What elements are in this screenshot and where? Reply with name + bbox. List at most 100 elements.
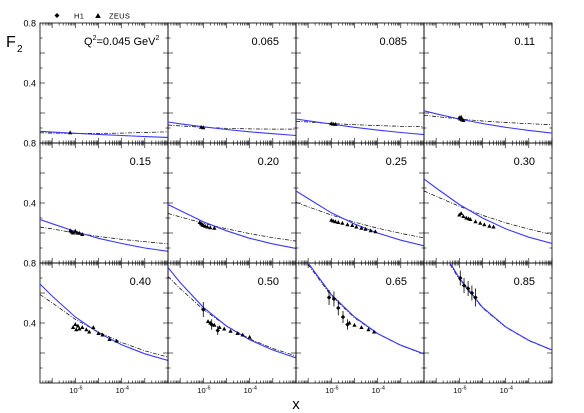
x-tick-label-base: 10 [116, 386, 124, 395]
h1-point [469, 290, 475, 296]
zeus-point [363, 226, 368, 231]
zeus-point [96, 331, 101, 335]
panel-label: 0.15 [130, 156, 151, 168]
zeus-point [345, 222, 350, 227]
zeus-point [77, 326, 82, 331]
h1-point [209, 322, 214, 327]
solid-curve [307, 263, 424, 355]
y-ticks [296, 157, 424, 249]
dash-dot-curve [40, 294, 168, 358]
panel-label: 0.65 [386, 276, 407, 288]
zeus-point [91, 325, 96, 329]
solid-curve [40, 283, 168, 362]
panel-plot-area [424, 110, 552, 134]
x-tick-label-exp: -4 [380, 386, 385, 392]
panel-label-q: Q [84, 36, 93, 48]
zeus-point [461, 118, 466, 122]
h1-point [215, 328, 220, 333]
y-tick-labels: 0.8 0.4 0.8 0.4 0.8 0.4 [23, 19, 36, 329]
solid-curve [424, 178, 552, 245]
panel-3: 0.085 [295, 22, 425, 144]
panel-label: 0.85 [514, 276, 535, 288]
zeus-point [100, 332, 105, 337]
dash-dot-curve [40, 131, 168, 134]
zeus-point [482, 222, 487, 227]
y-tick-label: 0.4 [23, 319, 36, 329]
panel-plot-area [40, 130, 168, 138]
x-tick-label-exp: -6 [78, 386, 83, 392]
h1-point [336, 305, 341, 311]
legend-h1-label: H1 [74, 12, 84, 21]
x-tick-label: 10-4 [116, 386, 129, 396]
panel-label-unit-sup: 2 [156, 35, 160, 42]
zeus-point [350, 223, 355, 227]
y-tick-label: 0.8 [23, 259, 36, 269]
x-tick-label-exp: -6 [334, 386, 339, 392]
x-ticks [167, 23, 297, 143]
dash-dot-curve [168, 124, 296, 130]
zeus-point [366, 327, 371, 332]
panel-label-sup: 2 [93, 35, 97, 42]
zeus-point [87, 329, 92, 334]
zeus-point [212, 225, 217, 230]
x-ticks [423, 23, 553, 143]
h1-point [340, 314, 346, 320]
h1-point [331, 296, 337, 302]
zeus-point [205, 319, 211, 323]
x-ticks [423, 263, 553, 383]
y-ticks [168, 157, 296, 249]
dash-dot-curve [449, 264, 552, 351]
panel-plot-area [168, 121, 296, 137]
zeus-point [354, 224, 359, 229]
zeus-point [487, 223, 492, 228]
y-tick-label: 0.4 [23, 199, 36, 209]
panel-8: 0.30 [423, 142, 553, 264]
zeus-point [235, 331, 240, 335]
panel-label: 0.11 [514, 36, 535, 48]
y-axis-title: F 2 [6, 34, 23, 55]
h1-point [465, 286, 471, 291]
dash-dot-curve [168, 276, 296, 357]
x-tick-label: 10-6 [453, 386, 466, 396]
x-tick-label: 10-6 [69, 386, 82, 396]
zeus-point [368, 228, 373, 233]
dash-dot-curve [168, 213, 296, 242]
panel-12: 0.85 [423, 262, 553, 384]
panel-9: 0.40 [39, 262, 169, 384]
y-ticks [40, 37, 168, 129]
h1-point [201, 307, 206, 312]
zeus-point [217, 325, 222, 329]
zeus-point [203, 223, 208, 228]
zeus-point [77, 230, 82, 235]
x-tick-label-exp: -4 [124, 386, 129, 392]
panel-11: 0.65 [295, 262, 425, 384]
h1-point [345, 322, 350, 327]
solid-curve [168, 121, 296, 137]
y-ticks [296, 277, 424, 369]
zeus-point [373, 229, 378, 234]
panel-4: 0.11 [423, 22, 553, 144]
y-tick-label: 0.8 [23, 19, 36, 29]
panel-label: 0.50 [258, 276, 279, 288]
panel-label: Q2=0.045 GeV2 [84, 35, 160, 48]
zeus-point [371, 329, 377, 334]
x-ticks [39, 263, 169, 383]
y-axis-title-main: F [6, 34, 16, 51]
x-tick-label-base: 10 [244, 386, 252, 395]
x-tick-labels: 10-6 10-4 10-6 10-4 10-6 10-4 10-6 10-4 [69, 386, 513, 396]
zeus-point [73, 228, 78, 233]
panel-7: 0.25 [295, 142, 425, 264]
dash-dot-curve [296, 120, 424, 128]
panel-plot-area [296, 118, 424, 136]
panel-plot-area [307, 263, 424, 355]
solid-curve [168, 204, 296, 249]
panel-10: 0.50 [167, 262, 297, 384]
x-tick-label-base: 10 [69, 386, 77, 395]
x-ticks [423, 143, 553, 263]
panel-6: 0.20 [167, 142, 297, 264]
zeus-point [222, 326, 227, 331]
panel-label: 0.40 [130, 276, 151, 288]
zeus-point [459, 114, 464, 119]
zeus-point [473, 219, 478, 224]
